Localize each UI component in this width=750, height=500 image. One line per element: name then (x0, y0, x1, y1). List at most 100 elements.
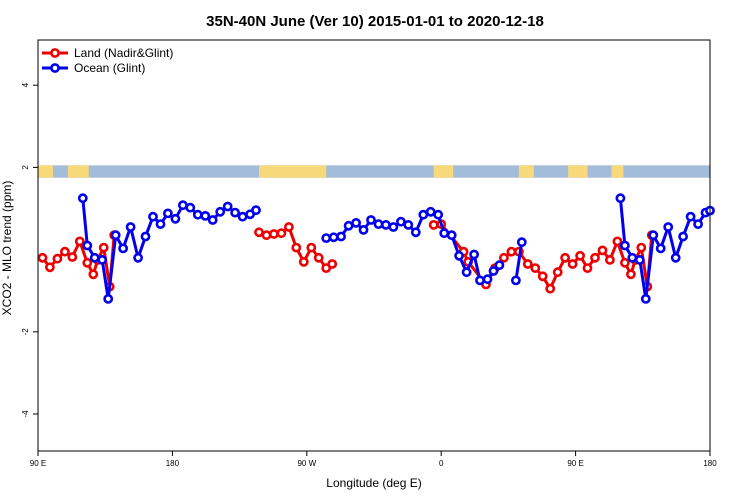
x-tick-label-2: 90 W (297, 459, 316, 468)
series-1-point-0-22 (237, 211, 248, 222)
series-1-point-0-11 (155, 219, 166, 229)
series-0-point-0-4 (67, 252, 78, 262)
series-1-point-0-19 (215, 206, 226, 217)
series-0-point-0-7 (88, 269, 99, 280)
series-1-point-1-12 (410, 227, 421, 238)
land-span-1 (67, 165, 89, 178)
series-0-point-1-5 (291, 242, 302, 253)
series-1-point-1-23 (488, 266, 499, 276)
series-0-point-1-0 (254, 227, 264, 238)
plot-frame (37, 39, 711, 452)
series-1-point-1-10 (395, 216, 406, 227)
land-span-6 (611, 165, 624, 178)
series-1-point-0-21 (230, 207, 240, 218)
series-1-point-1-15 (433, 209, 444, 220)
series-1-point-1-5 (358, 224, 369, 235)
series-0-point-0-2 (52, 253, 63, 264)
series-1-point-0-6 (118, 243, 128, 254)
series-1-point-1-3 (343, 220, 354, 231)
legend: Land (Nadir&Glint)Ocean (Glint) (42, 46, 173, 75)
series-1-point-3-4 (640, 293, 651, 304)
series-layer (37, 193, 715, 304)
series-0-point-0-3 (60, 246, 70, 257)
series-1-point-1-4 (351, 217, 361, 228)
series-0-point-1-4 (283, 222, 294, 232)
series-1-point-0-17 (200, 210, 211, 221)
series-1-point-1-2 (336, 231, 346, 242)
series-0-point-0-6 (82, 257, 93, 268)
series-1-point-3-8 (670, 252, 681, 263)
x-axis-label: Longitude (deg E) (326, 476, 421, 490)
series-1 (77, 193, 715, 304)
series-1-point-0-0 (77, 193, 88, 204)
series-0-point-2-25 (636, 242, 647, 253)
series-1-point-1-20 (469, 249, 479, 260)
series-0-point-2-11 (537, 271, 548, 282)
series-0-point-2-21 (612, 236, 623, 247)
series-1-point-1-0 (321, 233, 332, 243)
axes: 90 E 180 90 W 0 90 E 180 -4 -2 2 4 (21, 82, 717, 468)
series-1-point-0-16 (192, 209, 203, 220)
series-1-point-0-8 (133, 252, 143, 263)
series-1-point-0-15 (185, 202, 196, 213)
series-1-point-1-6 (366, 215, 376, 225)
series-1-point-1-8 (380, 219, 391, 230)
series-0-point-1-7 (306, 242, 317, 253)
series-1-point-0-3 (97, 254, 108, 265)
series-1-point-2-1 (516, 237, 527, 248)
y-axis-label: XCO2 - MLO trend (ppm) (0, 181, 14, 316)
series-1-point-3-3 (634, 254, 645, 265)
series-0-point-2-7 (506, 246, 517, 257)
series-1-point-0-7 (125, 222, 136, 232)
legend-label-0: Land (Nadir&Glint) (74, 46, 173, 60)
ocean-band (38, 165, 710, 178)
series-1-point-0-18 (207, 215, 218, 225)
x-tick-label-0: 90 E (30, 459, 46, 468)
series-1-point-1-1 (328, 232, 339, 243)
series-1-point-1-9 (388, 222, 399, 232)
series-1-point-1-24 (494, 260, 505, 271)
y-tick-label-0: -4 (21, 410, 30, 418)
series-1-point-0-9 (140, 231, 151, 242)
series-1-point-0-2 (89, 252, 100, 263)
series-0-point-0-0 (37, 252, 48, 263)
series-0-point-1-8 (313, 252, 324, 263)
series-0-point-2-17 (582, 263, 593, 273)
land-span-4 (518, 165, 534, 178)
series-1-point-0-12 (162, 208, 173, 219)
series-1-point-3-0 (615, 193, 626, 204)
series-0-point-1-6 (298, 256, 309, 267)
series-1-point-0-20 (222, 201, 233, 212)
series-1-point-3-5 (648, 230, 659, 241)
series-0-point-2-19 (597, 245, 608, 256)
series-1-point-0-10 (148, 211, 158, 222)
series-0-point-2-10 (530, 263, 541, 273)
series-1-point-3-7 (663, 222, 674, 232)
land-ocean-band (38, 165, 710, 178)
series-1-point-0-13 (170, 213, 181, 224)
series-1-point-1-17 (446, 230, 457, 241)
series-0-point-0-1 (45, 262, 55, 273)
series-1-point-0-24 (251, 205, 261, 216)
series-0-point-1-1 (261, 230, 272, 241)
series-1-point-1-11 (403, 219, 414, 230)
series-1-point-3-9 (678, 231, 688, 242)
series-1-point-1-14 (425, 206, 436, 217)
series-0-point-2-0 (428, 219, 439, 230)
series-0-point-1-3 (276, 228, 287, 239)
series-0-point-2-23 (626, 269, 636, 280)
legend-marker-0 (50, 48, 60, 58)
series-1-point-0-5 (110, 230, 121, 241)
series-1-point-0-4 (103, 293, 114, 304)
series-0-point-1-2 (268, 229, 279, 239)
series-0-point-2-15 (567, 259, 578, 269)
x-tick-label-4: 90 E (567, 459, 583, 468)
series-1-point-3-6 (655, 243, 666, 254)
land-span-5 (568, 165, 588, 178)
land-span-0 (38, 165, 53, 178)
series-0-point-2-13 (552, 267, 563, 278)
land-span-2 (259, 165, 327, 178)
series-0-point-1-10 (327, 259, 338, 269)
x-tick-label-1: 180 (166, 459, 180, 468)
